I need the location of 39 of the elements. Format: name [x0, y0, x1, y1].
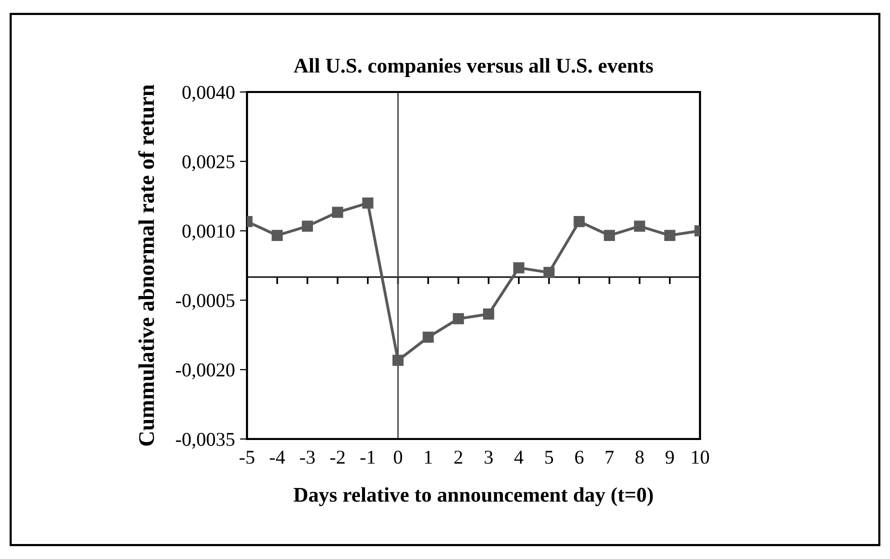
point: [513, 262, 524, 274]
point: [634, 220, 646, 232]
x-tick-label: 5: [545, 450, 554, 464]
x-tick-label: 7: [606, 450, 614, 464]
point: [483, 308, 494, 320]
x-tick-label: 2: [454, 450, 462, 464]
x-tick-label: 10: [692, 450, 709, 464]
point: [604, 230, 615, 241]
y-tick-label: 0,0010: [182, 224, 234, 241]
point: [302, 220, 313, 232]
y-tick-label: 0,0040: [182, 86, 234, 102]
x-tick-label: 1: [425, 450, 432, 464]
y-axis-title: Cummulative abnormal rate of return: [138, 84, 154, 446]
x-tick-label: 4: [514, 450, 524, 464]
x-tick-label: 0: [394, 450, 402, 464]
y-tick-label: -0,0005: [176, 294, 234, 310]
point: [332, 206, 344, 218]
y-tick-label: -0,0035: [176, 432, 234, 449]
point: [543, 266, 555, 278]
x-axis-title: Days relative to announcement day (t=0): [294, 487, 653, 506]
x-tick-label: 9: [666, 450, 674, 464]
x-tick-label: -4: [270, 450, 285, 464]
x-tick-label: -1: [360, 450, 375, 464]
point: [392, 354, 404, 366]
x-tick-label: -5: [240, 450, 254, 464]
x-tick-label: -2: [330, 450, 345, 464]
point: [452, 313, 464, 324]
x-tick-label: 6: [575, 450, 584, 464]
x-tick-label: -3: [300, 450, 315, 464]
x-tick-label: 8: [635, 450, 644, 464]
y-tick-label: -0,0020: [176, 363, 234, 380]
point: [422, 332, 434, 343]
y-tick-label: 0,0025: [182, 155, 234, 172]
point: [362, 197, 374, 209]
x-tick-label: 3: [484, 450, 493, 464]
point: [574, 216, 585, 228]
chart-title: All U.S. companies versus all U.S. events: [294, 58, 653, 77]
point: [664, 230, 676, 241]
point: [272, 230, 283, 241]
